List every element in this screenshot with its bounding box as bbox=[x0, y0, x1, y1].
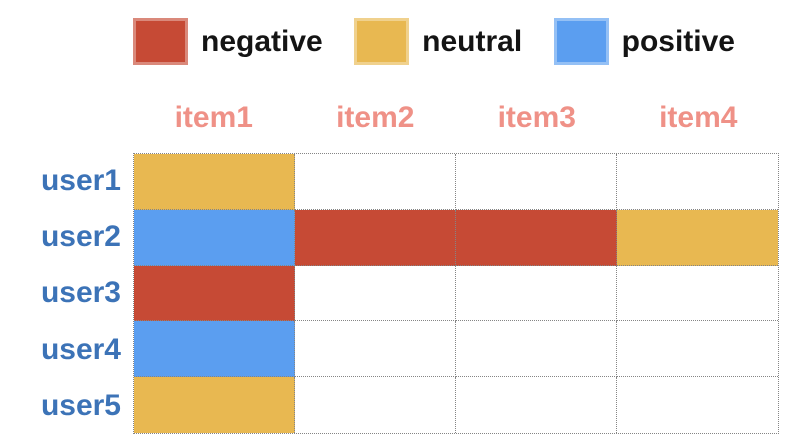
row-label-user1: user1 bbox=[40, 164, 121, 198]
legend-label: neutral bbox=[422, 24, 523, 58]
positive-swatch-icon bbox=[553, 18, 609, 65]
matrix-cell-user5-item4 bbox=[617, 377, 778, 433]
legend-label: positive bbox=[621, 24, 735, 58]
row-label-user4: user4 bbox=[40, 332, 121, 366]
legend-label: negative bbox=[201, 24, 323, 58]
column-headers: item1 item2 item3 item4 bbox=[133, 101, 779, 134]
legend: negative neutral positive bbox=[133, 18, 735, 65]
column-header-item4: item4 bbox=[659, 101, 738, 134]
matrix-cell-user2-item4 bbox=[617, 209, 778, 266]
matrix-cell-user3-item4 bbox=[617, 265, 778, 322]
matrix-cell-user4-item3 bbox=[456, 321, 617, 378]
matrix-cell-user2-item3 bbox=[456, 209, 617, 266]
column-header-item2: item2 bbox=[336, 101, 415, 134]
matrix-cell-user3-item1 bbox=[134, 265, 295, 322]
row-label-user3: user3 bbox=[40, 276, 121, 310]
matrix-grid bbox=[133, 153, 779, 434]
row-label-user5: user5 bbox=[40, 388, 121, 422]
matrix-cell-user5-item3 bbox=[456, 377, 617, 433]
column-header-item1: item1 bbox=[174, 101, 253, 134]
row-labels: user1 user2 user3 user4 user5 bbox=[0, 153, 121, 434]
matrix-cell-user4-item2 bbox=[295, 321, 456, 378]
legend-entry-negative: negative bbox=[133, 18, 323, 65]
matrix-cell-user3-item3 bbox=[456, 265, 617, 322]
column-header-item3: item3 bbox=[497, 101, 576, 134]
matrix-cell-user4-item4 bbox=[617, 321, 778, 378]
matrix-cell-user1-item4 bbox=[617, 154, 778, 210]
legend-entry-positive: positive bbox=[553, 18, 735, 65]
neutral-swatch-icon bbox=[354, 18, 410, 65]
matrix-cell-user1-item3 bbox=[456, 154, 617, 210]
legend-entry-neutral: neutral bbox=[354, 18, 522, 65]
matrix-cell-user2-item1 bbox=[134, 209, 295, 266]
matrix-cell-user5-item2 bbox=[295, 377, 456, 433]
matrix-cell-user3-item2 bbox=[295, 265, 456, 322]
matrix-cell-user4-item1 bbox=[134, 321, 295, 378]
negative-swatch-icon bbox=[133, 18, 188, 65]
row-label-user2: user2 bbox=[40, 220, 121, 254]
matrix-cell-user2-item2 bbox=[295, 209, 456, 266]
matrix-cell-user1-item2 bbox=[295, 154, 456, 210]
matrix-cell-user5-item1 bbox=[134, 377, 295, 433]
matrix-cell-user1-item1 bbox=[134, 154, 295, 210]
